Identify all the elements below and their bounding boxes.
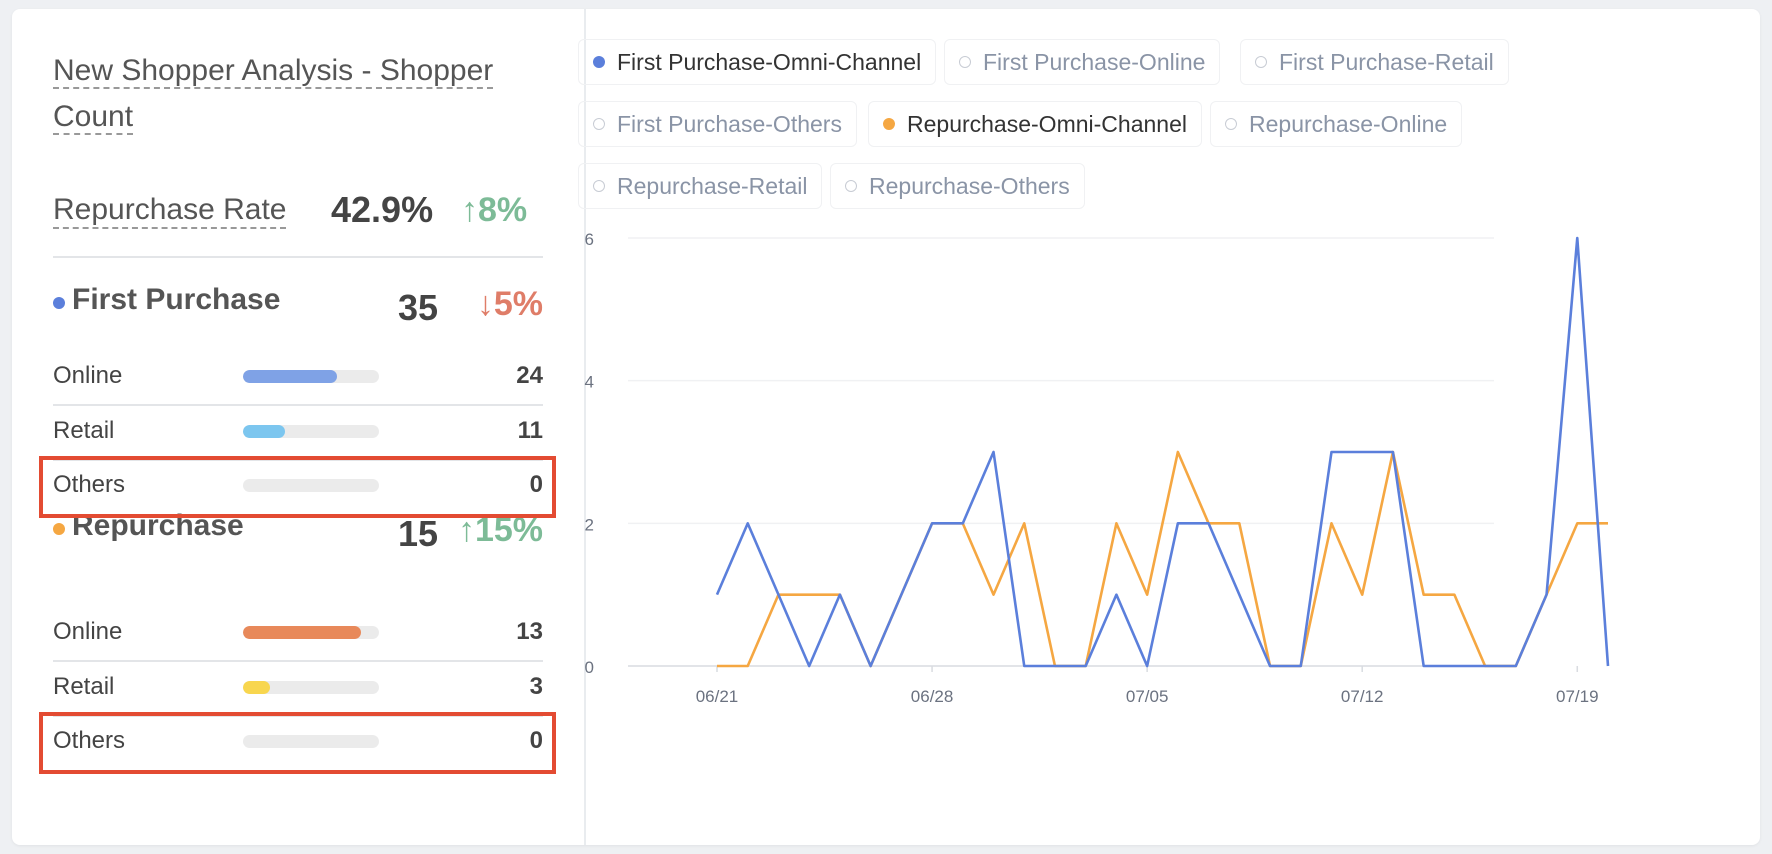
first-purchase-value-retail: 11 bbox=[517, 416, 543, 444]
y-tick-label: 4 bbox=[585, 373, 594, 392]
series-line-repurchase-omni-channel bbox=[717, 450, 1608, 668]
repurchase-label-retail: Retail bbox=[53, 672, 115, 700]
x-tick-label: 06/28 bbox=[911, 687, 954, 706]
legend-label: Repurchase-Others bbox=[869, 173, 1070, 199]
legend-dot-icon bbox=[593, 56, 605, 68]
legend-item-repurchase-online[interactable]: Repurchase-Online bbox=[1210, 101, 1463, 147]
first-purchase-value-others: 0 bbox=[529, 471, 543, 498]
repurchase-bar-fill bbox=[243, 626, 362, 639]
first-purchase-row-online: Online 24 bbox=[53, 350, 543, 406]
repurchase-count: 15 bbox=[397, 513, 438, 554]
first-purchase-bar-retail bbox=[243, 424, 379, 438]
y-tick-label: 2 bbox=[585, 515, 594, 534]
x-tick-label: 06/21 bbox=[696, 687, 739, 706]
x-tick-label: 07/12 bbox=[1341, 687, 1384, 706]
repurchase-value-retail: 3 bbox=[529, 672, 543, 700]
first-purchase-bar-fill bbox=[243, 424, 286, 438]
legend-item-first-purchase-retail[interactable]: First Purchase-Retail bbox=[1240, 39, 1509, 85]
first-purchase-dot bbox=[53, 297, 65, 309]
first-purchase-title: First Purchase bbox=[72, 283, 281, 316]
series-line-first-purchase-omni-channel bbox=[715, 236, 1610, 668]
repurchase-rate-delta: ↑8% bbox=[461, 191, 528, 229]
repurchase-row-online: Online 13 bbox=[53, 606, 543, 662]
first-purchase-label-retail: Retail bbox=[53, 416, 115, 444]
legend-dot-icon bbox=[959, 56, 971, 68]
repurchase-value-online: 13 bbox=[516, 618, 543, 645]
x-tick-label: 07/05 bbox=[1126, 687, 1169, 706]
repurchase-bar-online bbox=[243, 626, 379, 639]
legend-label: Repurchase-Omni-Channel bbox=[907, 111, 1187, 137]
repurchase-bar-fill bbox=[243, 680, 271, 694]
y-tick-label: 0 bbox=[585, 658, 594, 677]
shopper-analysis-card: New Shopper Analysis - Shopper Count Rep… bbox=[12, 9, 1760, 845]
legend-label: First Purchase-Retail bbox=[1279, 49, 1494, 75]
others-highlight-box bbox=[39, 456, 556, 518]
legend-item-first-purchase-online[interactable]: First Purchase-Online bbox=[944, 39, 1221, 85]
repurchase-bar-others bbox=[243, 735, 379, 748]
divider bbox=[53, 256, 543, 258]
legend-dot-icon bbox=[845, 180, 857, 192]
first-purchase-value-online: 24 bbox=[516, 362, 543, 389]
legend-dot-icon bbox=[593, 118, 605, 130]
legend-label: First Purchase-Online bbox=[983, 49, 1206, 75]
repurchase-label-online: Online bbox=[53, 618, 123, 645]
repurchase-bar-retail bbox=[243, 680, 379, 694]
first-purchase-header: First Purchase 35 ↓5% bbox=[53, 279, 543, 328]
legend-item-repurchase-others[interactable]: Repurchase-Others bbox=[830, 163, 1085, 209]
legend-dot-icon bbox=[1255, 56, 1267, 68]
legend-item-repurchase-retail[interactable]: Repurchase-Retail bbox=[578, 163, 823, 209]
first-purchase-label-online: Online bbox=[53, 362, 123, 389]
first-purchase-delta: ↓5% bbox=[476, 285, 543, 323]
legend-label: First Purchase-Others bbox=[617, 111, 842, 137]
first-purchase-bar-online bbox=[243, 370, 379, 383]
summary-panel: New Shopper Analysis - Shopper Count Rep… bbox=[12, 9, 586, 845]
legend-label: First Purchase-Omni-Channel bbox=[617, 49, 922, 75]
first-purchase-label-others: Others bbox=[53, 471, 126, 498]
others-highlight-box bbox=[39, 712, 556, 774]
legend-label: Repurchase-Retail bbox=[617, 173, 808, 199]
page-title[interactable]: New Shopper Analysis - Shopper Count bbox=[53, 54, 494, 135]
legend-label: Repurchase-Online bbox=[1249, 111, 1448, 137]
first-purchase-count: 35 bbox=[397, 287, 438, 328]
legend-item-first-purchase-others[interactable]: First Purchase-Others bbox=[578, 101, 857, 147]
legend-dot-icon bbox=[883, 118, 895, 130]
legend-dot-icon bbox=[593, 180, 605, 192]
y-tick-label: 6 bbox=[585, 230, 594, 249]
repurchase-rate-value: 42.9% bbox=[331, 189, 434, 230]
legend-dot-icon bbox=[1225, 118, 1237, 130]
repurchase-dot bbox=[53, 523, 65, 535]
first-purchase-bar-fill bbox=[243, 370, 337, 383]
repurchase-value-others: 0 bbox=[529, 727, 543, 754]
legend-item-repurchase-omni-channel[interactable]: Repurchase-Omni-Channel bbox=[868, 101, 1202, 147]
legend-item-first-purchase-omni-channel[interactable]: First Purchase-Omni-Channel bbox=[578, 39, 937, 85]
first-purchase-row-others: Others 0 bbox=[53, 459, 543, 513]
first-purchase-bar-others bbox=[243, 479, 379, 492]
repurchase-row-others: Others 0 bbox=[53, 715, 543, 769]
x-tick-label: 07/19 bbox=[1556, 687, 1599, 706]
repurchase-rate-label[interactable]: Repurchase Rate bbox=[53, 193, 287, 229]
repurchase-label-others: Others bbox=[53, 727, 126, 754]
repurchase-rate-row: Repurchase Rate 42.9% ↑8% bbox=[53, 187, 543, 233]
line-chart: 0 2 4 6 06/21 06/28 07/05 07/12 07/19 bbox=[585, 230, 1610, 706]
